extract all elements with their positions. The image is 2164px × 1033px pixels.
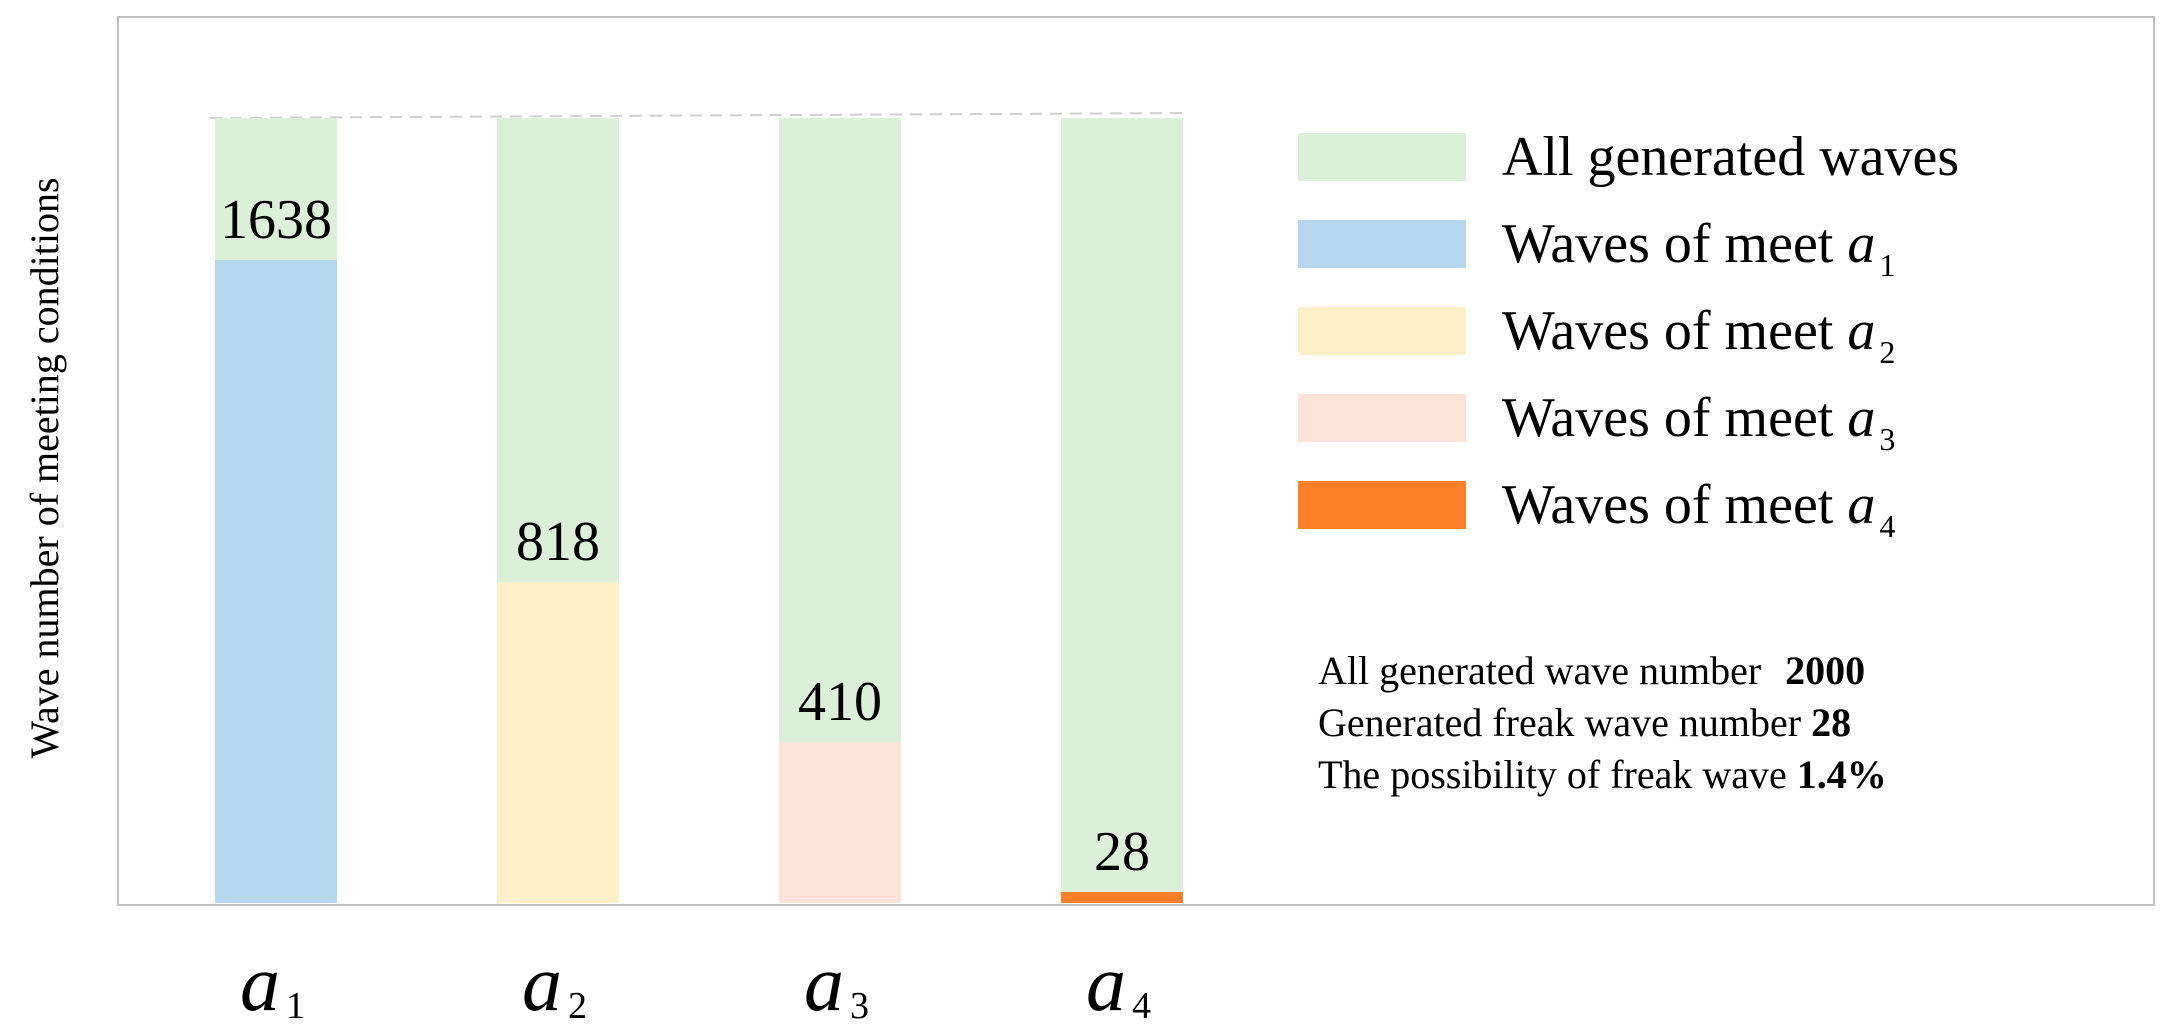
data-label-a2: 818 <box>516 511 600 573</box>
legend-label-a4: Waves of meet a 4 <box>1502 474 1895 544</box>
data-label-a1: 1638 <box>220 189 332 251</box>
legend-label-a3: Waves of meet a 3 <box>1502 387 1895 457</box>
y-axis-label: Wave number of meeting conditions <box>22 177 67 758</box>
annotation-line-1: All generated wave number 2000 <box>1318 648 1865 693</box>
data-labels: 1638 818 410 28 <box>220 189 1150 883</box>
legend-swatch-a3 <box>1298 394 1466 442</box>
annotation-line-2: Generated freak wave number 28 <box>1318 700 1851 745</box>
data-label-a4: 28 <box>1094 821 1150 883</box>
legend-swatch-a1 <box>1298 220 1466 268</box>
data-label-a3: 410 <box>798 671 882 733</box>
legend: All generated waves Waves of meet a 1 Waves … <box>1298 126 1959 544</box>
annotation-line-3: The possibility of freak wave 1.4% <box>1318 752 1887 797</box>
bar-meet-a2 <box>497 581 619 903</box>
legend-label-all: All generated waves <box>1502 126 1959 188</box>
legend-label-a2: Waves of meet a 2 <box>1502 300 1895 370</box>
legend-swatch-a2 <box>1298 307 1466 355</box>
legend-swatch-a4 <box>1298 481 1466 529</box>
total-reference-line <box>209 112 1191 119</box>
plot-frame <box>117 16 2155 906</box>
bar-meet-a4 <box>1061 892 1183 903</box>
bars <box>215 118 1183 904</box>
bar-meet-a1 <box>215 260 337 904</box>
annotations: All generated wave number 2000 Generated … <box>1318 648 1887 797</box>
legend-swatch-all <box>1298 133 1466 181</box>
legend-label-a1: Waves of meet a 1 <box>1502 213 1895 283</box>
bar-meet-a3 <box>779 742 901 903</box>
bar-all-generated-a4 <box>1061 118 1183 903</box>
